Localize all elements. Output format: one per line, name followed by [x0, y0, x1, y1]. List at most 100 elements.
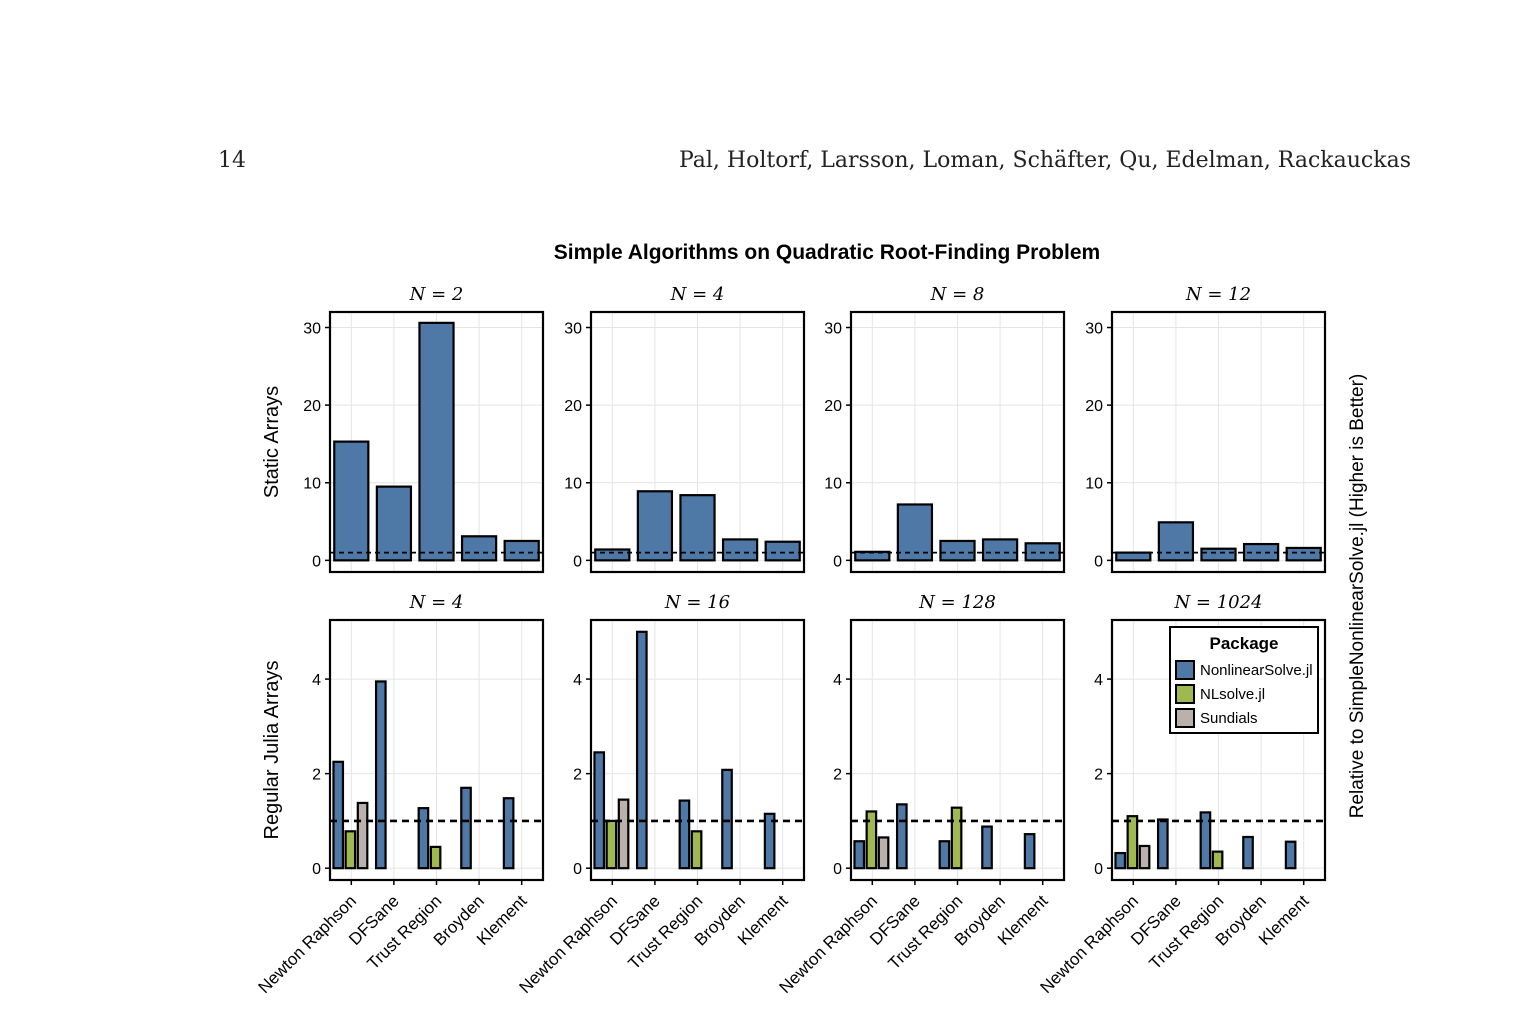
- panel-title: N = 16: [664, 592, 730, 613]
- row-label: Static Arrays: [261, 386, 283, 498]
- bar: [344, 830, 357, 870]
- bar: [593, 751, 606, 870]
- bar: [1200, 547, 1237, 562]
- y-tick-label: 2: [1094, 767, 1103, 784]
- panel-title: N = 2: [409, 284, 464, 305]
- bar: [1114, 851, 1127, 870]
- panel: N = 4 0 10 20 30: [564, 284, 806, 574]
- y-tick-label: 30: [564, 321, 582, 338]
- legend-swatch: [1175, 660, 1195, 680]
- bar: [853, 840, 866, 870]
- bar: [764, 540, 801, 562]
- author-list: Pal, Holtorf, Larsson, Loman, Schäfter, …: [678, 148, 1411, 173]
- y-tick-label: 4: [312, 672, 321, 689]
- bar: [721, 538, 759, 562]
- page-number: 14: [218, 148, 246, 173]
- category-label: Newton Raphson: [1036, 891, 1142, 997]
- bar: [332, 760, 345, 870]
- panel-frame: [1110, 310, 1327, 574]
- y-tick-label: 4: [573, 672, 582, 689]
- y-tick-label: 10: [564, 476, 582, 493]
- legend-label: NonlinearSolve.jl: [1200, 662, 1313, 679]
- y-tick-label: 0: [573, 861, 582, 878]
- bar: [460, 535, 498, 562]
- panel-frame: [849, 310, 1066, 574]
- bar: [460, 786, 472, 870]
- bar: [1115, 551, 1152, 562]
- bar: [938, 840, 951, 870]
- bar: [895, 803, 908, 870]
- bar: [1285, 546, 1322, 562]
- y-tick-label: 10: [1085, 476, 1103, 493]
- bar: [429, 845, 442, 870]
- panel-title: N = 1024: [1173, 592, 1262, 613]
- y-tick-label: 0: [833, 553, 842, 570]
- bar: [1157, 521, 1195, 562]
- y-tick-label: 0: [573, 553, 582, 570]
- category-label: Newton Raphson: [775, 891, 881, 997]
- bar: [1211, 850, 1224, 870]
- y-tick-label: 0: [1094, 861, 1103, 878]
- y-tick-label: 0: [312, 861, 321, 878]
- bar: [1242, 835, 1254, 870]
- y-tick-label: 2: [833, 767, 842, 784]
- bar: [981, 825, 993, 870]
- panel-title: N = 4: [409, 592, 464, 613]
- bar: [950, 806, 963, 870]
- y-tick-label: 0: [312, 553, 321, 570]
- bar: [877, 836, 890, 870]
- bar: [635, 630, 648, 870]
- panel-frame: [328, 310, 545, 574]
- legend-label: NLsolve.jl: [1200, 686, 1265, 703]
- category-label: Newton Raphson: [515, 891, 621, 997]
- y-tick-label: 2: [573, 767, 582, 784]
- panel: N = 2 0 10 20 30: [303, 284, 545, 574]
- y-tick-label: 2: [312, 767, 321, 784]
- y-tick-label: 20: [564, 398, 582, 415]
- legend-title: Package: [1210, 634, 1279, 653]
- category-label: Newton Raphson: [254, 891, 360, 997]
- y-tick-label: 4: [833, 672, 842, 689]
- bar: [418, 321, 455, 562]
- y-tick-label: 10: [303, 476, 321, 493]
- bar: [763, 812, 776, 870]
- y-tick-label: 30: [1085, 321, 1103, 338]
- y-tick-label: 20: [1085, 398, 1103, 415]
- bar: [981, 538, 1019, 562]
- y-tick-label: 4: [1094, 672, 1103, 689]
- bar: [605, 819, 618, 870]
- y-tick-label: 30: [824, 321, 842, 338]
- bar: [594, 548, 631, 562]
- legend-swatch: [1175, 708, 1195, 728]
- legend: Package NonlinearSolve.jl NLsolve.jl Sundia…: [1169, 626, 1319, 734]
- panel: N = 12 0 10 20 30: [1085, 284, 1327, 574]
- y-tick-label: 0: [833, 861, 842, 878]
- bar: [617, 798, 630, 870]
- y-tick-label: 0: [1094, 553, 1103, 570]
- bar: [1023, 833, 1036, 870]
- bar: [896, 503, 934, 562]
- bar: [1126, 815, 1139, 870]
- bar: [636, 490, 674, 562]
- bar: [417, 807, 430, 870]
- panel-title: N = 128: [918, 592, 996, 613]
- bar: [865, 810, 878, 870]
- bar: [333, 440, 370, 562]
- panel: N = 8 0 10 20 30: [824, 284, 1066, 574]
- legend-swatch: [1175, 684, 1195, 704]
- chart-title: Simple Algorithms on Quadratic Root-Find…: [554, 241, 1100, 264]
- bar: [356, 801, 369, 870]
- panel-title: N = 8: [930, 284, 985, 305]
- bar: [679, 494, 716, 562]
- y-tick-label: 20: [824, 398, 842, 415]
- row-label: Regular Julia Arrays: [261, 661, 283, 840]
- bar: [503, 539, 540, 562]
- legend-label: Sundials: [1200, 710, 1258, 727]
- bar: [1156, 818, 1169, 870]
- panel-title: N = 4: [670, 284, 725, 305]
- bar: [690, 830, 703, 870]
- bar: [1199, 811, 1212, 870]
